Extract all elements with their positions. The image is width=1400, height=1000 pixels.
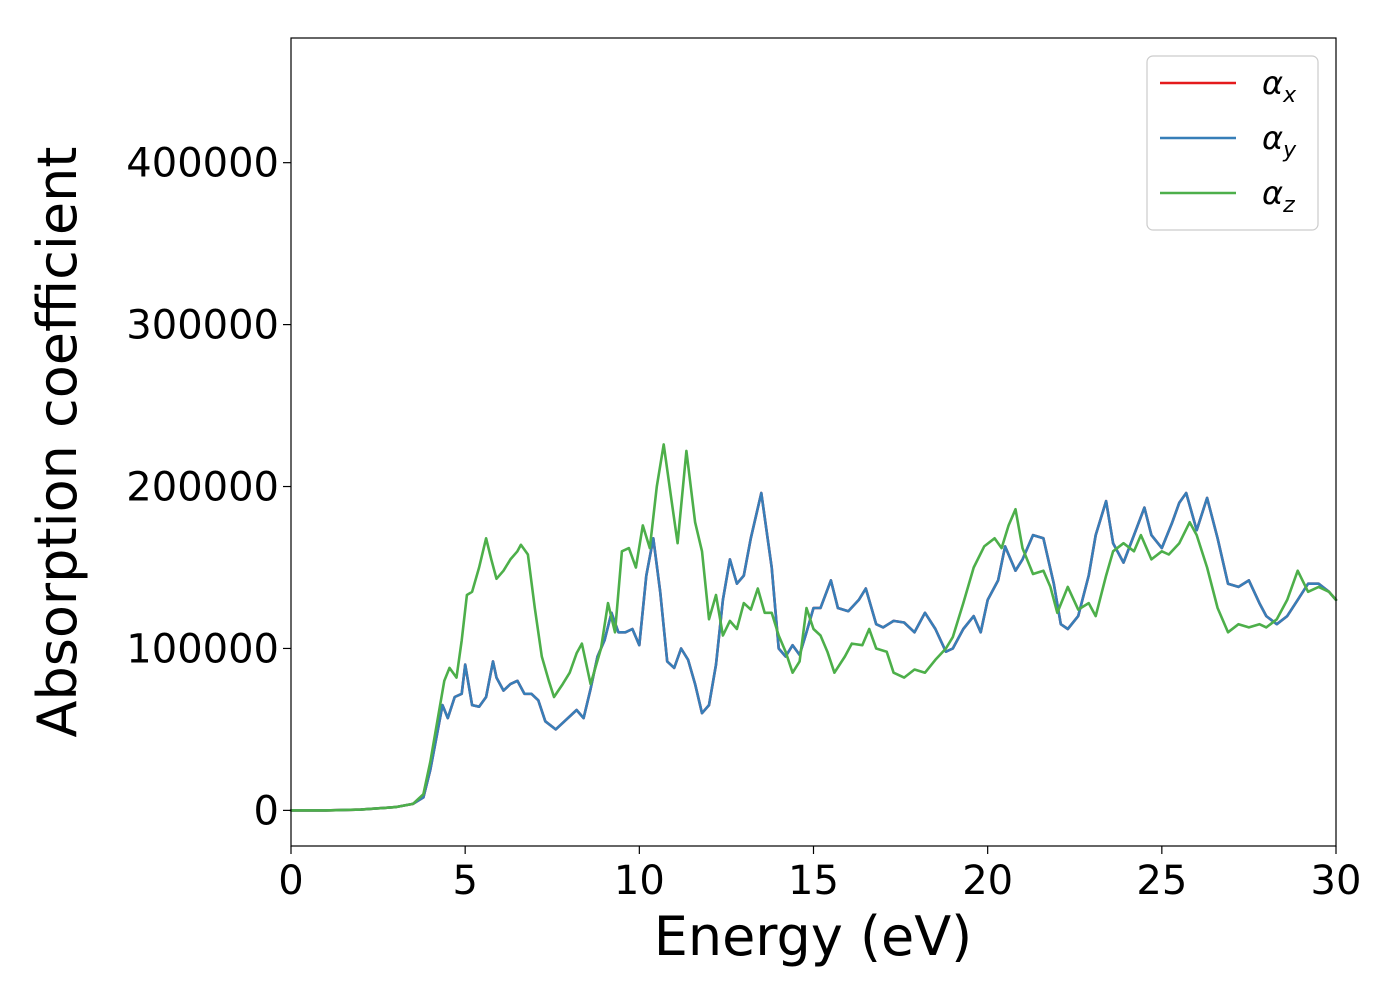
x-tick-label: 5 bbox=[452, 858, 477, 904]
x-axis-label: Energy (eV) bbox=[654, 905, 973, 968]
x-tick-label: 25 bbox=[1136, 858, 1187, 904]
x-tick-label: 30 bbox=[1311, 858, 1362, 904]
legend-box bbox=[1146, 55, 1319, 231]
y-axis-label: Absorption coefficient bbox=[26, 147, 89, 738]
y-axis-ticks: 0 100000 200000 300000 400000 bbox=[126, 141, 291, 834]
legend: αx αy αz bbox=[1146, 55, 1319, 231]
x-tick-label: 20 bbox=[962, 858, 1013, 904]
x-tick-label: 15 bbox=[788, 858, 839, 904]
y-tick-label: 200000 bbox=[126, 465, 279, 511]
series-line-z bbox=[289, 443, 1338, 812]
series-lines bbox=[289, 443, 1338, 812]
x-tick-label: 10 bbox=[614, 858, 665, 904]
y-tick-label: 300000 bbox=[126, 303, 279, 349]
y-tick-label: 100000 bbox=[126, 626, 279, 672]
legend-label-x: αx bbox=[1262, 64, 1297, 108]
y-tick-label: 400000 bbox=[126, 141, 279, 187]
x-tick-label: 0 bbox=[278, 858, 303, 904]
legend-label-y: αy bbox=[1262, 119, 1297, 163]
y-tick-label: 0 bbox=[254, 788, 279, 834]
x-axis-ticks: 0 5 10 15 20 25 30 bbox=[278, 846, 1361, 904]
legend-label-z: αz bbox=[1262, 174, 1295, 218]
